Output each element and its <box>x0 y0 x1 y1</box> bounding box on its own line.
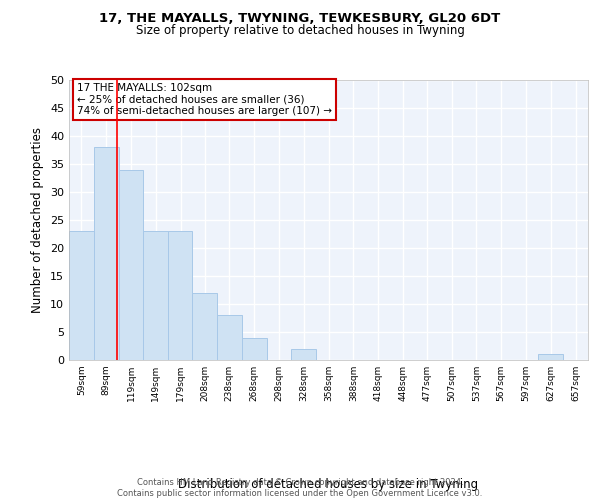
Text: Size of property relative to detached houses in Twyning: Size of property relative to detached ho… <box>136 24 464 37</box>
Bar <box>168 231 192 360</box>
Bar <box>217 315 242 360</box>
Bar <box>242 338 266 360</box>
Bar <box>292 349 316 360</box>
Text: 17, THE MAYALLS, TWYNING, TEWKESBURY, GL20 6DT: 17, THE MAYALLS, TWYNING, TEWKESBURY, GL… <box>100 12 500 26</box>
X-axis label: Distribution of detached houses by size in Twyning: Distribution of detached houses by size … <box>178 478 479 490</box>
Text: 17 THE MAYALLS: 102sqm
← 25% of detached houses are smaller (36)
74% of semi-det: 17 THE MAYALLS: 102sqm ← 25% of detached… <box>77 83 332 116</box>
Bar <box>69 231 94 360</box>
Y-axis label: Number of detached properties: Number of detached properties <box>31 127 44 313</box>
Bar <box>192 293 217 360</box>
Bar <box>143 231 168 360</box>
Bar <box>119 170 143 360</box>
Bar <box>538 354 563 360</box>
Text: Contains HM Land Registry data © Crown copyright and database right 2024.
Contai: Contains HM Land Registry data © Crown c… <box>118 478 482 498</box>
Bar <box>94 147 119 360</box>
